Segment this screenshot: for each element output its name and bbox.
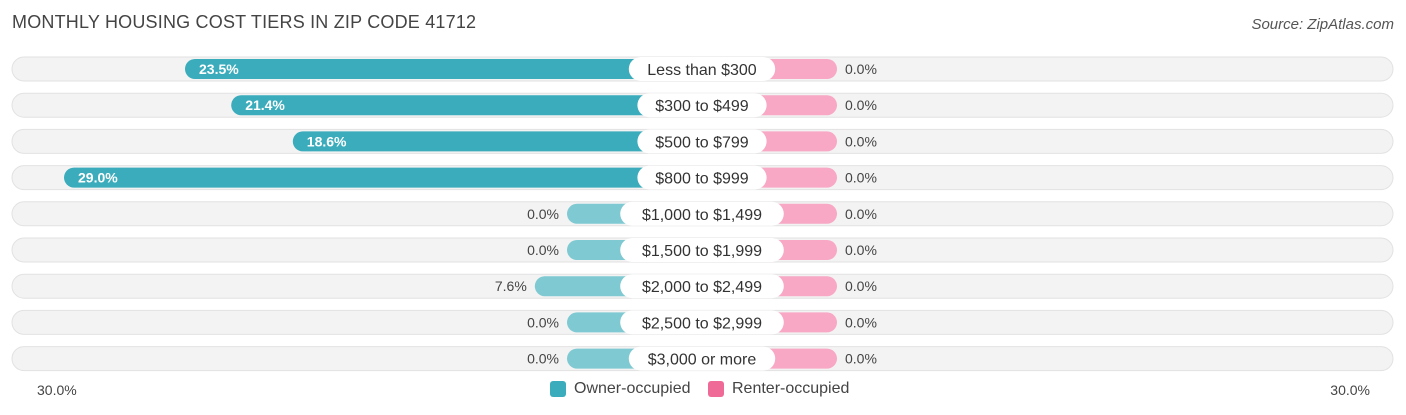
category-label: $2,500 to $2,999 [642, 315, 762, 332]
owner-value-label: 0.0% [527, 206, 559, 222]
chart-title: MONTHLY HOUSING COST TIERS IN ZIP CODE 4… [12, 12, 477, 32]
source-note: Source: ZipAtlas.com [1251, 16, 1394, 33]
renter-value-label: 0.0% [845, 206, 877, 222]
owner-value-label: 0.0% [527, 314, 559, 330]
owner-bar [64, 167, 702, 188]
legend-renter: Renter-occupied [708, 380, 849, 398]
owner-value-label: 21.4% [245, 97, 285, 113]
owner-bar [185, 59, 702, 79]
category-pill [620, 274, 784, 299]
axis-left-label: 30.0% [37, 382, 77, 398]
owner-bar [231, 95, 702, 116]
category-label: $800 to $999 [655, 171, 749, 188]
category-pill [620, 201, 784, 226]
category-label: Less than $300 [647, 62, 757, 79]
category-label: $1,500 to $1,999 [642, 243, 762, 260]
renter-value-label: 0.0% [845, 133, 877, 149]
renter-value-label: 0.0% [845, 278, 877, 294]
category-label: $500 to $799 [655, 134, 749, 151]
legend-renter-swatch [708, 381, 724, 397]
legend: Owner-occupied Renter-occupied [0, 380, 1406, 400]
owner-value-label: 29.0% [78, 170, 118, 186]
owner-bar [292, 131, 702, 152]
owner-value-label: 23.5% [199, 61, 239, 77]
category-label: $2,000 to $2,499 [642, 279, 762, 296]
renter-value-label: 0.0% [845, 97, 877, 113]
owner-value-label: 18.6% [307, 133, 347, 149]
owner-value-label: 0.0% [527, 351, 559, 367]
owner-value-label: 7.6% [495, 278, 527, 294]
legend-renter-label: Renter-occupied [732, 380, 850, 397]
renter-value-label: 0.0% [845, 61, 877, 77]
renter-value-label: 0.0% [845, 170, 877, 186]
category-pill [620, 238, 784, 262]
legend-owner: Owner-occupied [550, 380, 691, 398]
legend-owner-swatch [550, 381, 566, 397]
renter-value-label: 0.0% [845, 242, 877, 258]
renter-value-label: 0.0% [845, 351, 877, 367]
category-label: $300 to $499 [655, 98, 749, 115]
category-label: $3,000 or more [648, 352, 757, 369]
category-pill [628, 57, 776, 81]
category-pill [637, 129, 767, 154]
axis-right-label: 30.0% [1330, 382, 1370, 398]
category-pill [620, 310, 784, 335]
owner-value-label: 0.0% [527, 242, 559, 258]
category-pill [637, 165, 767, 190]
category-label: $1,000 to $1,499 [642, 207, 762, 224]
category-pill [628, 346, 776, 371]
legend-owner-label: Owner-occupied [574, 380, 691, 397]
renter-value-label: 0.0% [845, 314, 877, 330]
category-pill [637, 93, 767, 118]
